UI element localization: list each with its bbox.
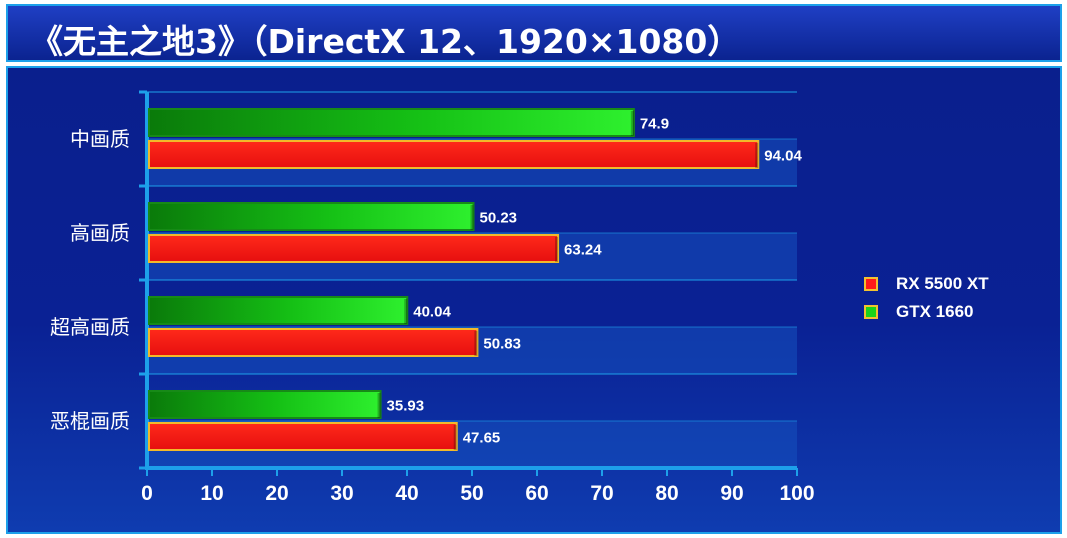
legend-item-gtx1660: GTX 1660 — [864, 302, 974, 322]
x-tick-label: 100 — [779, 482, 814, 505]
bars — [148, 108, 760, 451]
x-tick-label: 80 — [655, 482, 678, 505]
category-label: 超高画质 — [50, 315, 130, 339]
bar-rx5500xt — [148, 234, 560, 263]
x-tick-label: 50 — [460, 482, 483, 505]
data-label-rx5500xt: 94.04 — [764, 148, 802, 165]
legend-swatch-rx5500xt — [864, 277, 878, 291]
x-tick-label: 10 — [200, 482, 223, 505]
bar-gtx1660 — [148, 296, 409, 325]
category-label: 恶棍画质 — [50, 409, 130, 433]
data-label-rx5500xt: 47.65 — [463, 430, 501, 447]
data-label-gtx1660: 50.23 — [479, 210, 517, 227]
chart-title: 《无主之地3》（DirectX 12、1920×1080） — [30, 22, 741, 61]
bar-shade — [555, 237, 559, 262]
bar-shade — [474, 331, 478, 356]
bar-gtx1660 — [148, 202, 475, 231]
bar-shade — [404, 299, 408, 324]
bar-gtx1660 — [148, 108, 635, 137]
data-label-gtx1660: 74.9 — [640, 116, 669, 133]
bar-shade — [470, 205, 474, 230]
x-tick-label: 90 — [720, 482, 743, 505]
x-tick-label: 40 — [395, 482, 418, 505]
x-tick-label: 70 — [590, 482, 613, 505]
data-label-rx5500xt: 63.24 — [564, 242, 602, 259]
data-label-rx5500xt: 50.83 — [483, 336, 521, 353]
x-tick-label: 20 — [265, 482, 288, 505]
bar-rx5500xt — [148, 422, 458, 451]
axes — [139, 90, 798, 476]
bar-gtx1660 — [148, 390, 382, 419]
title-bar: 《无主之地3》（DirectX 12、1920×1080） — [6, 4, 1062, 62]
legend-item-rx5500xt: RX 5500 XT — [864, 274, 989, 294]
bar-rx5500xt — [148, 140, 760, 169]
x-tick-label: 30 — [330, 482, 353, 505]
data-label-gtx1660: 40.04 — [413, 304, 451, 321]
category-label: 高画质 — [70, 221, 130, 245]
legend-swatch-gtx1660 — [864, 305, 878, 319]
data-label-gtx1660: 35.93 — [387, 398, 425, 415]
legend-label-gtx1660: GTX 1660 — [896, 302, 974, 321]
x-tick-label: 60 — [525, 482, 548, 505]
bar-rx5500xt — [148, 328, 479, 357]
category-label: 中画质 — [70, 127, 130, 151]
bar-shade — [377, 393, 381, 418]
legend-label-rx5500xt: RX 5500 XT — [896, 274, 989, 293]
bar-shade — [630, 111, 634, 136]
x-tick-label: 0 — [141, 482, 153, 505]
bar-shade — [453, 425, 457, 450]
bar-shade — [755, 143, 759, 168]
